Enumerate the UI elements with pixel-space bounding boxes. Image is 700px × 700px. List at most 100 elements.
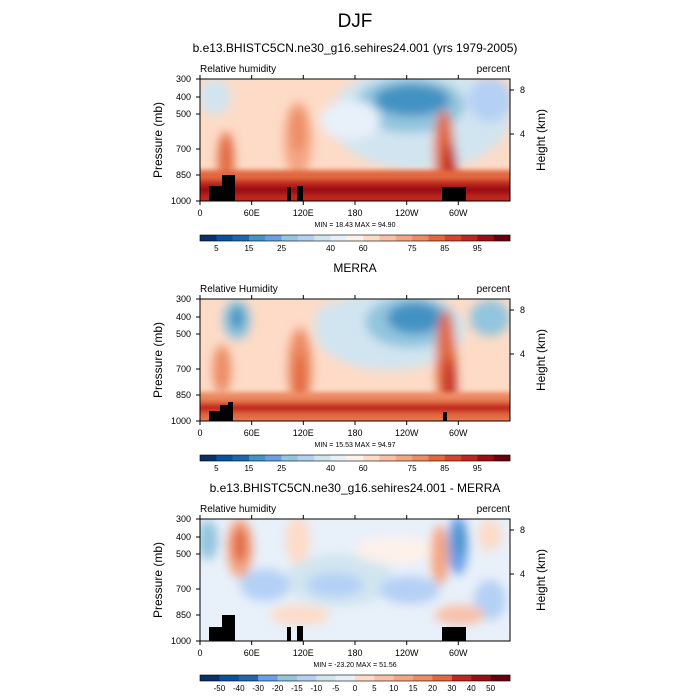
colorbar-box <box>265 455 282 461</box>
x-ticks <box>199 295 459 425</box>
colorbar-label: 85 <box>440 464 449 473</box>
y-tick-label: 400 <box>176 532 191 542</box>
negative-patch <box>380 576 440 604</box>
colorbar-label: -20 <box>272 684 284 693</box>
positive-patch <box>478 519 502 551</box>
terrain-block <box>287 627 291 641</box>
colorbar-box <box>493 235 511 241</box>
colorbar-box <box>374 675 395 681</box>
x-tick-label: 120W <box>395 648 419 658</box>
y-axis-label: Pressure (mb) <box>151 322 165 398</box>
dry-patch <box>470 300 510 336</box>
colorbar-box <box>395 455 413 461</box>
y-tick-label: 700 <box>176 144 191 154</box>
colorbar-box <box>238 675 259 681</box>
y-tick-label: 500 <box>176 109 191 119</box>
x-tick-label: 0 <box>197 648 202 658</box>
colorbar-box <box>471 675 491 681</box>
y-tick-label: 1000 <box>171 636 191 646</box>
colorbar-box <box>444 235 462 241</box>
colorbar-label: 25 <box>277 464 286 473</box>
y-tick-label: 850 <box>176 610 191 620</box>
colorbar-frame <box>199 454 511 462</box>
terrain-block <box>442 627 466 641</box>
y-tick-label: 300 <box>176 74 191 84</box>
colorbar-box <box>412 455 429 461</box>
colorbar-label: -10 <box>310 684 322 693</box>
y-tick-label: 500 <box>176 549 191 559</box>
colorbar-label: -5 <box>332 684 340 693</box>
dry-patch <box>200 79 231 115</box>
colorbar-box <box>346 455 364 461</box>
colorbar-label: 20 <box>428 684 437 693</box>
left-label: Relative humidity <box>200 64 276 75</box>
heatmap-field <box>200 79 510 201</box>
positive-patch <box>431 525 449 585</box>
colorbar-label: -50 <box>214 684 226 693</box>
y-tick-label: 500 <box>176 329 191 339</box>
colorbar-label: 40 <box>467 684 476 693</box>
x-ticks <box>199 515 459 645</box>
x-tick-label: 60E <box>244 428 260 438</box>
panel-model: b.e13.BHISTC5CN.ne30_g16.sehires24.001 (… <box>151 41 548 253</box>
x-tick-label: 120E <box>293 648 314 658</box>
dry-patch <box>374 84 450 116</box>
colorbar-box <box>432 675 453 681</box>
colorbar-label: 5 <box>214 464 219 473</box>
colorbar: 5 15 25 40 60 75 85 95 <box>199 234 511 253</box>
negative-patch <box>200 520 218 560</box>
colorbar-box <box>461 455 478 461</box>
y2-tick-label: 8 <box>520 85 525 95</box>
colorbar-box <box>451 675 472 681</box>
colorbar-box <box>265 235 282 241</box>
colorbar-box <box>461 235 478 241</box>
negative-patch <box>474 580 506 620</box>
positive-patch <box>270 605 330 625</box>
figure-title: DJF <box>338 11 373 32</box>
colorbar-label: 15 <box>244 244 253 253</box>
terrain-block <box>209 411 221 421</box>
dry-patch <box>320 100 380 140</box>
y-ticks <box>196 298 514 422</box>
right-label: percent <box>477 64 511 75</box>
terrain-block <box>297 186 303 201</box>
colorbar-box <box>413 675 433 681</box>
colorbar-box <box>477 455 494 461</box>
right-label: percent <box>477 504 511 515</box>
colorbar-frame <box>199 674 511 682</box>
x-tick-label: 0 <box>197 428 202 438</box>
terrain-block <box>287 187 291 201</box>
y2-tick-label: 8 <box>520 305 525 315</box>
y-ticks <box>196 78 514 202</box>
colorbar-box <box>493 455 511 461</box>
colorbar-label: 15 <box>409 684 418 693</box>
panel-title: MERRA <box>333 261 376 275</box>
x-tick-label: 180 <box>347 428 362 438</box>
x-tick-label: 60W <box>449 428 468 438</box>
terrain-block <box>222 615 235 641</box>
positive-patch <box>355 536 435 564</box>
y2-axis-label: Height (km) <box>534 329 548 391</box>
y-tick-label: 850 <box>176 170 191 180</box>
colorbar-box <box>477 235 494 241</box>
colorbar-box <box>335 675 356 681</box>
y-tick-label: 1000 <box>171 196 191 206</box>
colorbar-label: -40 <box>233 684 245 693</box>
x-tick-label: 60W <box>449 208 468 218</box>
terrain-block <box>442 187 466 201</box>
moist-column <box>291 108 305 152</box>
y2-axis-label: Height (km) <box>534 549 548 611</box>
y2-axis-label: Height (km) <box>534 109 548 171</box>
colorbar-label: 75 <box>408 244 417 253</box>
y2-tick-label: 8 <box>520 525 525 535</box>
colorbar-box <box>363 455 380 461</box>
panel-obs: MERRA Relative Humidity percent <box>151 261 548 473</box>
colorbar-box <box>297 235 315 241</box>
colorbar-box <box>216 455 233 461</box>
colorbar-box <box>281 235 299 241</box>
y-tick-label: 400 <box>176 92 191 102</box>
colorbar-box <box>444 455 462 461</box>
y-tick-label: 400 <box>176 312 191 322</box>
colorbar-box <box>355 675 375 681</box>
colorbar-label: -15 <box>291 684 303 693</box>
